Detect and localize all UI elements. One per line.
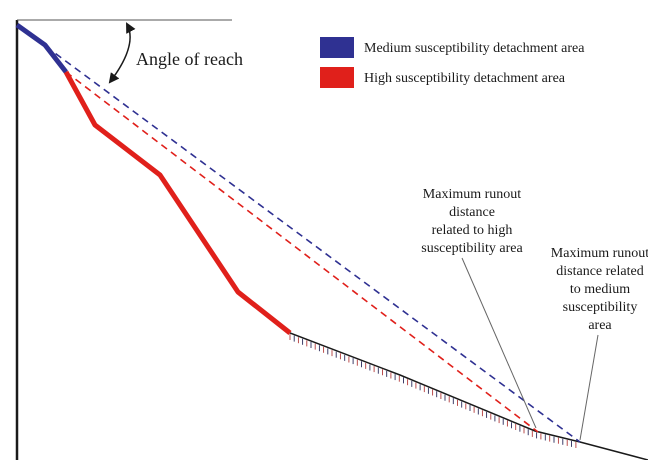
high-runout-annotation: Maximum runout distance related to high … — [421, 187, 537, 429]
angle-of-reach-arrow — [108, 22, 136, 84]
high-reach-line — [65, 71, 539, 433]
high-runout-line-3: related to high — [432, 223, 513, 238]
high-runout-line-4: susceptibility area — [421, 241, 523, 256]
ground-profile — [16, 24, 648, 460]
runout-hatch-zone — [289, 334, 577, 448]
legend-swatch-medium — [320, 37, 354, 58]
high-runout-line-2: distance — [449, 205, 495, 220]
medium-runout-line-3: to medium — [570, 282, 630, 297]
medium-reach-line — [16, 24, 581, 443]
medium-runout-line-5: area — [588, 318, 612, 333]
medium-runout-line-1: Maximum runout — [551, 246, 648, 261]
medium-runout-line-2: distance related — [556, 264, 643, 279]
high-runout-line-1: Maximum runout — [423, 187, 521, 202]
medium-runout-line-4: susceptibility — [563, 300, 638, 315]
medium-runout-leader — [579, 334, 599, 441]
legend-label-medium: Medium susceptibility detachment area — [364, 41, 585, 56]
medium-susceptibility-segment — [15, 22, 68, 74]
medium-runout-annotation: Maximum runout distance related to mediu… — [551, 246, 648, 441]
legend-label-high: High susceptibility detachment area — [364, 71, 566, 86]
angle-of-reach-label: Angle of reach — [136, 49, 243, 69]
high-runout-leader — [461, 257, 537, 429]
legend: Medium susceptibility detachment area Hi… — [320, 37, 585, 88]
high-susceptibility-segment — [63, 70, 292, 335]
legend-swatch-high — [320, 67, 354, 88]
